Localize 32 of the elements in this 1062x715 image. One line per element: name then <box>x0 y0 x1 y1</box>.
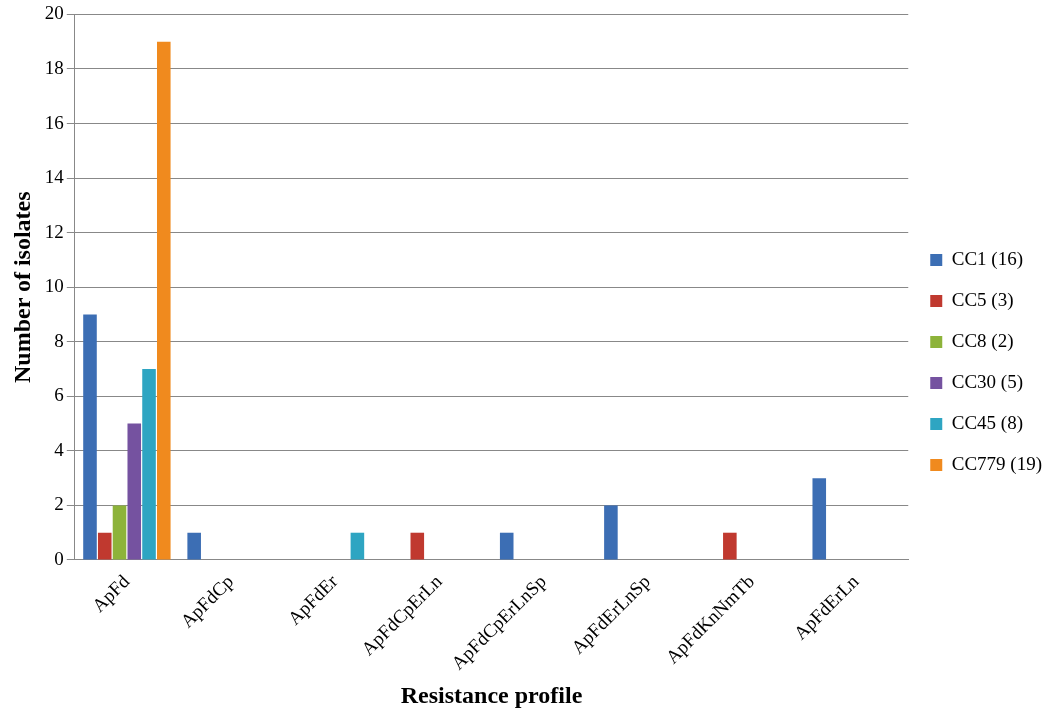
legend-label: CC1 (16) <box>951 247 1023 270</box>
bar <box>157 41 171 560</box>
y-tick-label: 20 <box>44 2 64 24</box>
bar <box>604 505 618 560</box>
bar <box>112 505 127 560</box>
x-axis-title: Resistance profile <box>400 681 583 708</box>
y-axis-title: Number of isolates <box>8 191 35 383</box>
bar <box>187 532 201 560</box>
bar <box>127 423 142 560</box>
y-tick-label: 16 <box>44 111 64 133</box>
bar <box>97 532 112 560</box>
y-tick-label: 18 <box>44 56 64 78</box>
legend-label: CC45 (8) <box>951 411 1023 434</box>
y-tick-label: 10 <box>44 275 64 297</box>
y-tick-label: 4 <box>54 438 65 460</box>
y-tick-label: 0 <box>54 547 64 569</box>
y-tick-label: 2 <box>54 493 64 515</box>
legend-label: CC5 (3) <box>951 288 1014 311</box>
y-tick-label: 8 <box>54 329 64 351</box>
bar <box>142 369 156 560</box>
bar <box>723 532 737 560</box>
bar <box>812 478 827 560</box>
y-tick-label: 14 <box>44 166 65 188</box>
bar <box>410 532 425 560</box>
bar <box>350 532 365 560</box>
bar <box>499 532 514 560</box>
legend-label: CC779 (19) <box>951 452 1042 475</box>
y-tick-label: 12 <box>44 220 64 242</box>
legend-label: CC8 (2) <box>951 329 1014 352</box>
y-tick-label: 6 <box>54 384 64 406</box>
bar <box>83 314 97 560</box>
legend-label: CC30 (5) <box>951 370 1023 393</box>
